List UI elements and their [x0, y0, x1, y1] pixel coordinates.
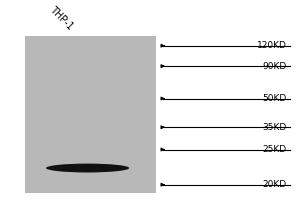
Text: 50KD: 50KD [262, 94, 287, 103]
Bar [25, 36, 156, 193]
Text: 120KD: 120KD [257, 41, 287, 50]
Text: 35KD: 35KD [262, 123, 287, 132]
Text: THP-1: THP-1 [47, 5, 75, 32]
Ellipse shape [46, 164, 129, 172]
Text: 90KD: 90KD [262, 62, 287, 71]
Text: 20KD: 20KD [262, 180, 287, 189]
Text: 25KD: 25KD [262, 145, 287, 154]
